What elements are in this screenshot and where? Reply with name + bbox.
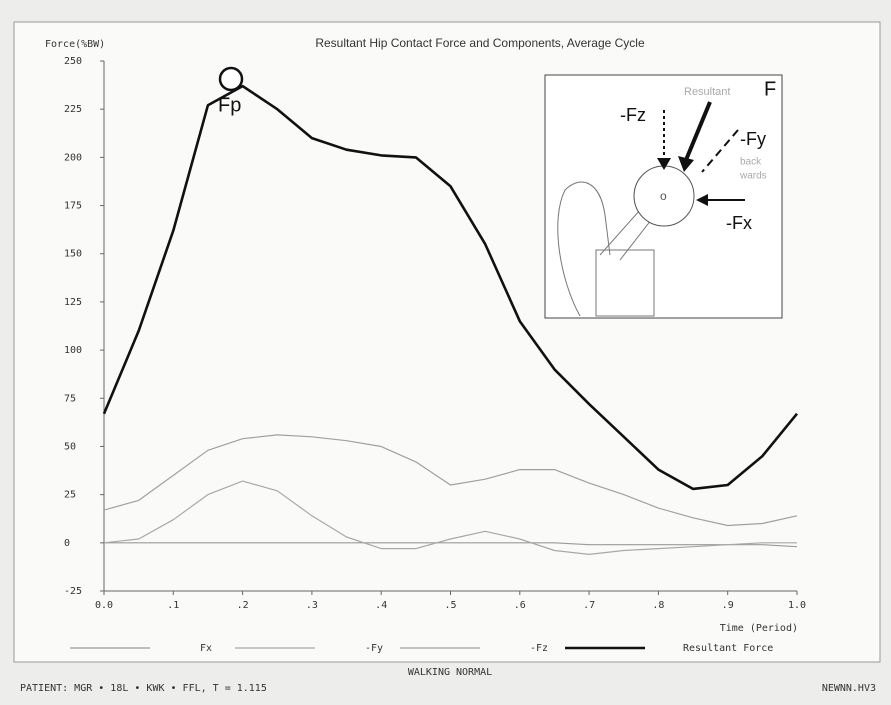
footer-right: NEWNN.HV3 [822,683,876,694]
x-tick-label: .3 [306,600,318,611]
x-tick-label: .1 [167,600,179,611]
fz-head [657,158,671,170]
y-tick-label: -25 [64,586,82,597]
legend-label: -Fy [365,643,383,654]
legend-label: -Fz [530,643,548,654]
x-tick-label: .7 [583,600,595,611]
series-line [104,542,798,548]
x-tick-label: .5 [444,600,456,611]
y-tick-label: 150 [64,249,82,260]
x-tick-label: .4 [375,600,387,611]
y-tick-label: 175 [64,201,82,212]
x-tick-label: .9 [722,600,734,611]
pelvis-outline [557,181,611,317]
peak-label: Fp [218,94,241,116]
fy-arrow [701,129,739,173]
x-axis-label: Time (Period) [720,623,798,634]
y-axis-label: Force(%BW) [45,39,105,50]
inset-label: Resultant [684,86,730,98]
inset-label: o [660,189,667,203]
y-tick-label: 50 [64,441,76,452]
inset-label: -Fz [620,105,646,125]
x-tick-label: 0.0 [95,600,113,611]
inset-label: back [740,157,762,168]
y-tick-label: 225 [64,104,82,115]
chart-title: Resultant Hip Contact Force and Componen… [315,36,645,50]
footer-left: PATIENT: MGR • 18L • KWK • FFL, T = 1.11… [20,683,267,694]
resultant-arrow [684,101,712,161]
femur-shaft [595,249,655,317]
inset-label: F [764,78,776,100]
peak-marker [218,66,244,92]
series-line [102,84,799,491]
inset-label: -Fx [726,213,752,233]
y-tick-label: 200 [64,152,82,163]
x-tick-label: .6 [514,600,526,611]
x-tick-label: .2 [237,600,249,611]
inset-diagram: -Fz Resultant F -Fy back wards -Fx o [544,74,783,319]
y-tick-label: 100 [64,345,82,356]
legend-label: Resultant Force [683,643,773,654]
resultant-head [678,156,694,172]
y-tick-label: 75 [64,393,76,404]
footer-center: WALKING NORMAL [408,667,492,678]
legend-label: Fx [200,643,212,654]
fx-head [696,194,708,206]
y-tick-label: 250 [64,56,82,67]
x-tick-label: .8 [652,600,664,611]
y-tick-label: 0 [64,538,70,549]
y-tick-label: 125 [64,297,82,308]
series-line [103,434,798,527]
series-line [103,480,797,555]
y-tick-label: 25 [64,490,76,501]
inset-label: -Fy [740,129,766,149]
inset-label: wards [739,171,767,182]
x-tick-label: 1.0 [788,600,806,611]
